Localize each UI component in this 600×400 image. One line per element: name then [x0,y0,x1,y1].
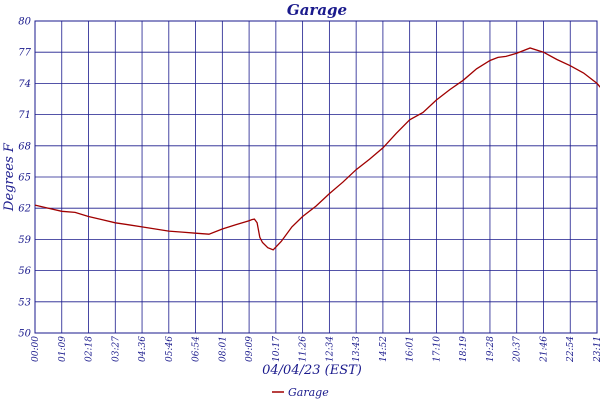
y-axis-title: Degrees F [2,142,17,212]
x-tick-label: 02:18 [85,336,95,362]
x-tick-label: 11:26 [299,336,309,362]
x-tick-label: 05:46 [165,336,175,362]
x-tick-label: 21:46 [539,336,549,363]
x-tick-label: 12:34 [325,336,335,362]
y-tick-label: 71 [18,110,31,121]
x-tick-label: 06:54 [192,336,202,362]
legend-label-garage: Garage [288,386,329,399]
y-tick-label: 56 [18,266,31,277]
y-axis-ticks: 80 77 74 71 68 65 62 59 56 53 50 [18,17,31,340]
x-tick-label: 09:09 [245,336,255,362]
y-tick-label: 77 [18,48,31,59]
series-line-garage [34,47,600,251]
x-tick-label: 00:00 [31,336,41,362]
x-tick-label: 14:52 [379,336,389,362]
x-axis-title: 04/04/23 (EST) [262,363,362,378]
x-tick-label: 16:01 [406,336,416,362]
y-tick-label: 80 [18,17,31,28]
x-tick-label: 04:36 [138,336,148,362]
y-tick-label: 68 [18,141,31,152]
legend: Garage [272,386,329,399]
x-tick-label: 18:19 [459,336,469,362]
y-tick-label: 74 [18,79,31,90]
grid-lines [34,20,598,334]
x-tick-label: 22:54 [566,336,576,363]
plot-area [34,20,598,334]
x-axis-ticks: 00:00 01:09 02:18 03:27 04:36 05:46 06:54 08:01… [31,336,600,363]
y-tick-label: 62 [18,204,31,215]
x-tick-label: 19:28 [486,336,496,362]
x-tick-label: 23:11 [593,336,600,363]
x-tick-label: 01:09 [58,336,68,362]
chart-title: Garage [287,1,347,19]
x-tick-label: 03:27 [111,336,121,362]
y-tick-label: 59 [18,235,31,246]
x-tick-label: 10:17 [272,336,282,362]
y-tick-label: 50 [18,329,31,340]
x-tick-label: 08:01 [218,336,228,362]
x-tick-label: 13:43 [352,336,362,362]
y-tick-label: 65 [18,173,31,184]
y-tick-label: 53 [18,297,31,308]
x-tick-label: 20:37 [513,336,523,363]
x-tick-label: 17:10 [432,336,442,362]
